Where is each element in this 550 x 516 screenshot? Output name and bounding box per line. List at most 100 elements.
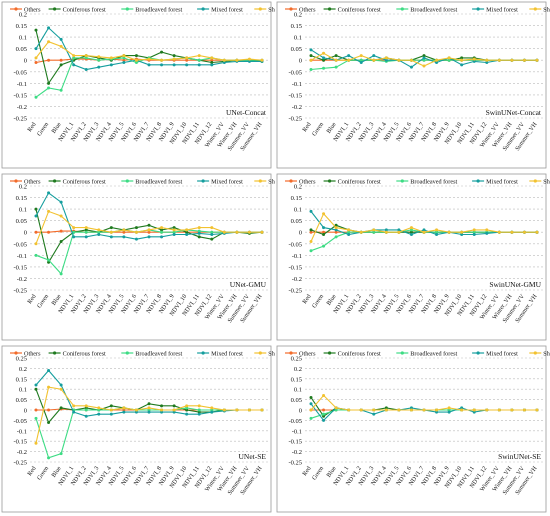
data-point-others xyxy=(59,58,63,62)
y-tick-label: -0.15 xyxy=(13,92,27,99)
legend-marker-mixed-forest xyxy=(201,7,205,11)
data-point-coniferous-forest xyxy=(147,223,151,227)
legend-label-coniferous-forest: Coniferous forest xyxy=(338,7,381,14)
data-point-shrubland xyxy=(522,58,526,62)
data-point-mixed-forest xyxy=(84,414,88,418)
data-point-broadleaved-forest xyxy=(210,230,214,234)
legend-marker-coniferous-forest xyxy=(328,7,332,11)
data-point-mixed-forest xyxy=(210,233,214,237)
data-point-shrubland xyxy=(309,408,313,412)
data-point-broadleaved-forest xyxy=(435,230,439,234)
data-point-coniferous-forest xyxy=(322,414,326,418)
chart-panel-unet-concat: 0.2 0.15 0.1 0.05 0 -0.05 -0.1 -0.15 -0.2 -0.25 Ot… xyxy=(1,1,275,169)
y-tick-label: 0.15 xyxy=(16,23,27,30)
data-point-mixed-forest xyxy=(384,58,388,62)
data-point-broadleaved-forest xyxy=(34,253,38,257)
data-point-mixed-forest xyxy=(372,412,376,416)
data-point-shrubland xyxy=(447,230,451,234)
data-point-mixed-forest xyxy=(435,410,439,414)
y-tick-label: -0.2 xyxy=(292,276,302,283)
data-point-coniferous-forest xyxy=(210,237,214,241)
data-point-shrubland xyxy=(185,228,189,232)
data-point-broadleaved-forest xyxy=(122,56,126,60)
y-tick-label: 0.15 xyxy=(291,23,302,30)
y-tick-label: 0.1 xyxy=(294,207,302,214)
legend-marker-others xyxy=(289,179,293,183)
data-point-broadleaved-forest xyxy=(147,408,151,412)
data-point-mixed-forest xyxy=(485,231,489,235)
data-point-broadleaved-forest xyxy=(197,408,201,412)
y-tick-label: -0.15 xyxy=(13,439,27,446)
data-point-shrubland xyxy=(222,408,226,412)
data-point-shrubland xyxy=(72,226,76,230)
data-point-shrubland xyxy=(160,58,164,62)
data-point-broadleaved-forest xyxy=(347,230,351,234)
data-point-mixed-forest xyxy=(210,63,214,67)
data-point-shrubland xyxy=(34,56,38,60)
data-point-mixed-forest xyxy=(172,410,176,414)
data-point-mixed-forest xyxy=(409,65,413,69)
data-point-shrubland xyxy=(222,230,226,234)
legend-label-broadleaved-forest: Broadleaved forest xyxy=(135,179,182,186)
data-point-shrubland xyxy=(147,57,151,61)
data-point-mixed-forest xyxy=(472,410,476,414)
legend-marker-broadleaved-forest xyxy=(400,179,404,183)
data-point-coniferous-forest xyxy=(384,406,388,410)
data-point-shrubland xyxy=(522,230,526,234)
y-tick-label: 0.1 xyxy=(294,35,302,42)
data-point-mixed-forest xyxy=(409,406,413,410)
y-tick-label: -0.25 xyxy=(13,116,27,123)
chart-panel-swinunet-gmu: 0.2 0.15 0.1 0.05 0 -0.05 -0.1 -0.15 -0.2 -0.25 Ot… xyxy=(276,173,550,341)
y-tick-label: 0 xyxy=(299,408,302,415)
data-point-coniferous-forest xyxy=(34,387,38,391)
data-point-shrubland xyxy=(359,54,363,58)
data-point-mixed-forest xyxy=(109,235,113,239)
data-point-shrubland xyxy=(510,230,514,234)
data-point-mixed-forest xyxy=(460,63,464,67)
data-point-shrubland xyxy=(109,230,113,234)
data-point-shrubland xyxy=(535,230,539,234)
data-point-shrubland xyxy=(210,406,214,410)
data-point-others xyxy=(147,230,151,234)
data-point-broadleaved-forest xyxy=(409,228,413,232)
legend-label-shrubland: Shrubland xyxy=(543,7,550,14)
data-point-broadleaved-forest xyxy=(134,61,138,65)
data-point-shrubland xyxy=(322,212,326,216)
data-point-mixed-forest xyxy=(172,63,176,67)
data-point-coniferous-forest xyxy=(197,410,201,414)
y-tick-label: -0.05 xyxy=(13,69,27,76)
data-point-shrubland xyxy=(72,54,76,58)
y-tick-label: 0 xyxy=(24,230,27,237)
legend-label-mixed-forest: Mixed forest xyxy=(211,351,243,358)
data-point-shrubland xyxy=(422,408,426,412)
data-point-shrubland xyxy=(535,58,539,62)
data-point-coniferous-forest xyxy=(210,61,214,65)
data-point-others xyxy=(34,408,38,412)
data-point-coniferous-forest xyxy=(197,235,201,239)
y-tick-label: -0.1 xyxy=(17,428,27,435)
y-tick-label: 0.2 xyxy=(294,184,302,191)
legend-label-broadleaved-forest: Broadleaved forest xyxy=(410,179,457,186)
y-tick-label: -0.25 xyxy=(13,288,27,295)
data-point-shrubland xyxy=(510,408,514,412)
data-point-shrubland xyxy=(409,58,413,62)
y-tick-label: 0 xyxy=(299,230,302,237)
legend-marker-coniferous-forest xyxy=(53,351,57,355)
legend-label-mixed-forest: Mixed forest xyxy=(211,179,243,186)
legend-marker-mixed-forest xyxy=(476,179,480,183)
legend-marker-mixed-forest xyxy=(201,351,205,355)
data-point-coniferous-forest xyxy=(422,54,426,58)
data-point-shrubland xyxy=(47,385,51,389)
data-point-broadleaved-forest xyxy=(84,56,88,60)
data-point-shrubland xyxy=(260,58,264,62)
data-point-mixed-forest xyxy=(147,235,151,239)
legend-label-coniferous-forest: Coniferous forest xyxy=(63,179,106,186)
data-point-shrubland xyxy=(497,408,501,412)
data-point-mixed-forest xyxy=(397,228,401,232)
data-point-mixed-forest xyxy=(472,233,476,237)
data-point-broadleaved-forest xyxy=(422,58,426,62)
data-point-coniferous-forest xyxy=(59,406,63,410)
data-point-broadleaved-forest xyxy=(447,408,451,412)
data-point-shrubland xyxy=(122,228,126,232)
data-point-shrubland xyxy=(397,58,401,62)
